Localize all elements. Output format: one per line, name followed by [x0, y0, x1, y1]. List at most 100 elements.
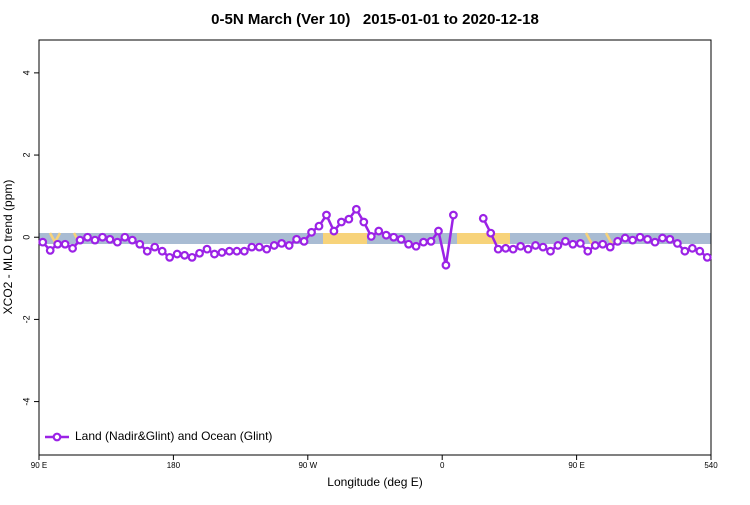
data-point [680, 246, 690, 256]
data-point [389, 232, 399, 242]
data-point [561, 236, 570, 246]
data-point [247, 242, 257, 252]
x-tick-label: 90 E [568, 461, 584, 470]
data-point [217, 248, 227, 257]
data-point [426, 236, 436, 246]
y-tick-label: -2 [21, 315, 31, 323]
data-point [508, 244, 518, 254]
data-point [359, 217, 369, 227]
data-point [486, 228, 496, 238]
x-tick-label: 180 [167, 461, 181, 470]
data-point [531, 241, 540, 250]
x-tick-label: 90 E [31, 461, 47, 470]
data-point [172, 249, 182, 259]
data-point [396, 234, 406, 244]
data-point [658, 233, 667, 243]
data-point [105, 234, 115, 244]
data-point [478, 213, 488, 223]
data-point [165, 252, 175, 262]
x-tick-label: 540 [704, 461, 718, 470]
data-point [516, 241, 525, 251]
data-point [449, 210, 458, 220]
data-point [284, 241, 294, 250]
data-point [695, 246, 705, 256]
y-tick-label: 4 [21, 70, 31, 75]
data-point [83, 232, 92, 242]
data-point [195, 248, 204, 258]
data-point [337, 217, 346, 227]
data-point [277, 238, 287, 248]
data-point [314, 221, 324, 231]
data-point [665, 234, 675, 244]
data-point [239, 246, 249, 256]
x-tick-label: 0 [440, 461, 445, 470]
plot-frame [38, 39, 712, 456]
data-point [150, 242, 160, 252]
data-point [329, 226, 339, 236]
x-tick-label: 90 W [298, 461, 317, 470]
data-point [434, 226, 443, 236]
data-point [232, 246, 242, 256]
data-point [650, 237, 660, 247]
data-point [598, 239, 608, 249]
data-point [142, 246, 152, 256]
data-point [135, 239, 145, 249]
data-point [299, 236, 309, 246]
data-point [224, 246, 234, 256]
data-point [546, 246, 555, 256]
data-point [366, 232, 376, 241]
data-point [254, 242, 264, 252]
data-point [673, 238, 682, 248]
data-point [523, 244, 533, 254]
data-point [643, 234, 652, 244]
data-point [157, 246, 167, 256]
data-point [374, 226, 384, 236]
data-point [120, 232, 130, 242]
data-point [411, 241, 421, 251]
y-tick-label: 2 [21, 153, 31, 158]
y-tick-label: -4 [21, 398, 31, 406]
data-point [501, 243, 511, 253]
data-point [262, 244, 272, 254]
data-point [53, 239, 63, 249]
band-yellow [323, 233, 367, 244]
x-axis-label: Longitude (deg E) [327, 475, 422, 489]
data-point [613, 236, 623, 246]
data-point [210, 249, 219, 259]
data-point [98, 232, 107, 242]
data-point [590, 241, 600, 250]
data-point [404, 239, 414, 249]
legend-label: Land (Nadir&Glint) and Ocean (Glint) [75, 429, 272, 443]
chart-title: 0-5N March (Ver 10) 2015-01-01 to 2020-1… [211, 11, 539, 28]
data-point [575, 238, 585, 248]
data-point [702, 252, 712, 262]
data-point [127, 235, 137, 245]
data-point [553, 241, 563, 250]
data-point [112, 237, 122, 247]
data-point [344, 214, 354, 224]
data-point [441, 260, 451, 270]
data-point [60, 239, 70, 249]
data-point [202, 244, 212, 254]
data-point [628, 235, 637, 245]
data-point [68, 243, 77, 253]
data-point [381, 230, 391, 240]
data-point [493, 244, 503, 254]
band-yellow [457, 233, 510, 244]
data-point [538, 242, 548, 252]
legend-marker [52, 432, 62, 442]
data-point [90, 235, 100, 245]
data-point [605, 242, 615, 252]
data-point [187, 252, 197, 262]
data-point [568, 239, 578, 249]
data-point [687, 243, 697, 253]
y-axis-label: XCO2 - MLO trend (ppm) [1, 180, 15, 315]
data-point [307, 227, 316, 237]
data-point [180, 250, 190, 260]
data-point [269, 241, 279, 250]
data-point [419, 237, 428, 247]
data-point [45, 245, 55, 255]
data-point [620, 233, 630, 243]
